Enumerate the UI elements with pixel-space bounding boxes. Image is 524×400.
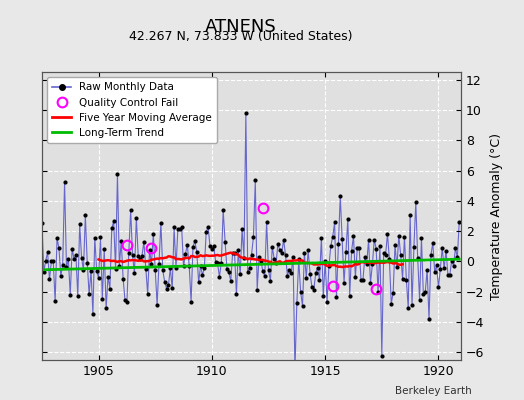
Text: 42.267 N, 73.833 W (United States): 42.267 N, 73.833 W (United States) (129, 30, 353, 43)
Text: Berkeley Earth: Berkeley Earth (395, 386, 472, 396)
Y-axis label: Temperature Anomaly (°C): Temperature Anomaly (°C) (490, 132, 503, 300)
Text: ATNENS: ATNENS (205, 18, 277, 36)
Legend: Raw Monthly Data, Quality Control Fail, Five Year Moving Average, Long-Term Tren: Raw Monthly Data, Quality Control Fail, … (47, 77, 217, 143)
